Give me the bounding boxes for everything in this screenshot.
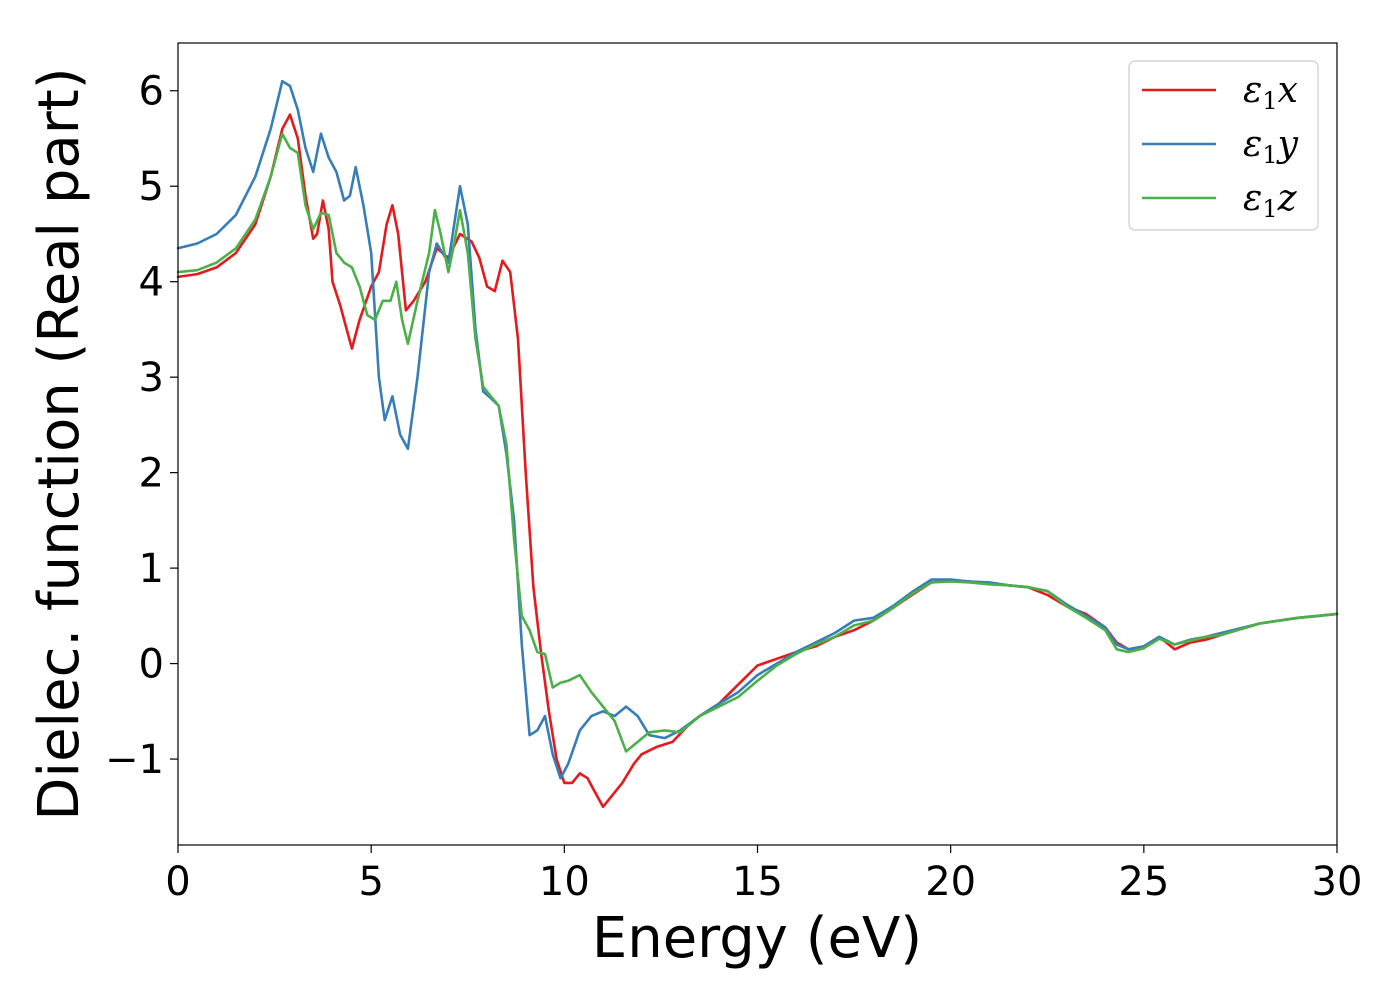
y-tick-label: 2 (139, 451, 164, 497)
series-line-y (176, 79, 1339, 780)
y-axis-ticks: −1 0 1 2 3 4 5 6 (105, 69, 178, 783)
x-tick-label: 15 (732, 859, 783, 905)
legend-label-x: ε1x (1243, 70, 1298, 115)
y-tick-label: 3 (139, 355, 164, 401)
x-tick-label: 0 (165, 859, 190, 905)
x-axis-label: Energy (eV) (592, 906, 922, 971)
x-tick-label: 25 (1118, 859, 1169, 905)
legend-label-z: ε1z (1243, 178, 1298, 223)
y-tick-label: 0 (139, 642, 164, 688)
y-tick-label: 1 (139, 546, 164, 592)
x-tick-label: 20 (925, 859, 976, 905)
y-tick-label: −1 (105, 737, 164, 783)
series-layer (176, 79, 1339, 809)
x-axis-ticks: 0 5 10 15 20 25 30 (165, 845, 1362, 905)
series-line-x (176, 113, 1339, 809)
x-tick-label: 30 (1312, 859, 1363, 905)
series-line-z (176, 132, 1339, 753)
legend-box (1128, 60, 1319, 231)
y-tick-label: 5 (139, 164, 164, 210)
y-axis-label: Dielec. function (Real part) (27, 67, 92, 820)
x-tick-label: 10 (539, 859, 590, 905)
x-tick-label: 5 (358, 859, 383, 905)
y-tick-label: 4 (139, 260, 164, 306)
legend-label-y: ε1y (1243, 124, 1299, 169)
legend: ε1x ε1y ε1z (1128, 60, 1319, 231)
y-tick-label: 6 (139, 69, 164, 115)
